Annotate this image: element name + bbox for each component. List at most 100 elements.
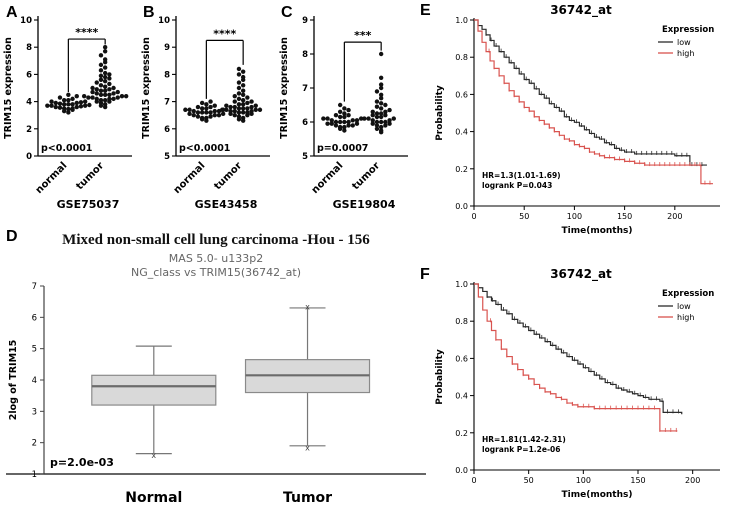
- significance-stars: ****: [213, 27, 236, 40]
- legend-label-low: low: [677, 38, 691, 47]
- scatter-points-normal: [183, 99, 226, 123]
- outlier-mark: x: [305, 302, 310, 311]
- panel-e-km-plot: 0.0 0.2 0.4 0.6 0.8 1.0 0 50 100 150 200 Time(month…: [435, 16, 720, 236]
- panel-e-title: 36742_at: [550, 3, 612, 17]
- panel-c-scatter-plot: 5 6 7 8 9 TRIM15 expression *** p=0.0007 normal t…: [279, 16, 408, 211]
- censor-marks-high: [490, 318, 677, 432]
- km-curve-low: [474, 19, 707, 166]
- significance-bracket: [67, 38, 106, 93]
- group-label: normal: [310, 160, 346, 196]
- svg-text:0.0: 0.0: [455, 466, 468, 475]
- panel-d-subtitle-comparison: NG_class vs TRIM15(36742_at): [130, 266, 302, 279]
- box-tumor: xx: [244, 302, 371, 452]
- scatter-points-normal: [45, 92, 92, 115]
- svg-text:50: 50: [524, 476, 534, 485]
- svg-text:7: 7: [32, 282, 37, 292]
- svg-text:1: 1: [32, 470, 37, 480]
- panel-label-a: A: [6, 4, 18, 21]
- censor-marks-high: [488, 48, 711, 185]
- svg-text:100: 100: [576, 476, 591, 485]
- svg-text:0.8: 0.8: [455, 317, 468, 326]
- svg-text:4: 4: [26, 98, 32, 108]
- svg-text:0.4: 0.4: [455, 392, 468, 401]
- svg-text:6: 6: [164, 125, 170, 135]
- y-axis-label: Probability: [435, 85, 445, 141]
- svg-text:150: 150: [630, 476, 645, 485]
- km-curve-high: [474, 283, 678, 432]
- svg-text:150: 150: [617, 212, 632, 221]
- svg-text:6: 6: [26, 70, 32, 80]
- legend-label-high: high: [677, 313, 694, 322]
- svg-text:6: 6: [32, 313, 37, 323]
- x-axis-label: Time(months): [562, 226, 633, 236]
- scatter-points-tumor: [219, 66, 263, 123]
- svg-text:4: 4: [32, 376, 37, 386]
- svg-text:7: 7: [302, 84, 308, 94]
- panel-label-c: C: [281, 4, 293, 21]
- svg-text:200: 200: [685, 476, 700, 485]
- category-label: Tumor: [283, 490, 332, 506]
- svg-text:0.2: 0.2: [455, 165, 468, 174]
- panel-label-d: D: [6, 228, 18, 245]
- group-label: tumor: [350, 160, 382, 192]
- panel-b-scatter-plot: 5 6 7 8 9 10 TRIM15 expression **** p<0.0001 norm…: [141, 16, 270, 211]
- svg-text:0.2: 0.2: [455, 429, 468, 438]
- svg-text:1.0: 1.0: [455, 16, 468, 25]
- svg-text:0.0: 0.0: [455, 202, 468, 211]
- legend-label-high: high: [677, 49, 694, 58]
- censor-marks-low: [485, 31, 703, 167]
- svg-text:7: 7: [164, 98, 170, 108]
- svg-text:2: 2: [32, 439, 37, 449]
- x-axis-label: Time(months): [562, 490, 633, 500]
- svg-text:5: 5: [164, 152, 170, 162]
- svg-text:9: 9: [302, 16, 308, 26]
- y-axis-label: TRIM15 expression: [141, 37, 152, 139]
- svg-text:8: 8: [26, 43, 32, 53]
- y-axis-label: TRIM15 expression: [3, 37, 14, 139]
- p-value: p<0.0001: [41, 143, 92, 154]
- y-axis-label: 2log of TRIM15: [8, 340, 19, 420]
- svg-text:200: 200: [667, 212, 682, 221]
- p-value: p=0.0007: [317, 143, 368, 154]
- svg-text:0.6: 0.6: [455, 90, 468, 99]
- panel-f-title: 36742_at: [550, 267, 612, 281]
- svg-text:1.0: 1.0: [455, 280, 468, 289]
- svg-text:6: 6: [302, 118, 308, 128]
- svg-text:3: 3: [32, 407, 37, 417]
- svg-text:0.4: 0.4: [455, 128, 468, 137]
- panel-label-b: B: [143, 4, 155, 21]
- dataset-label: GSE43458: [195, 198, 258, 211]
- stats-annotation: HR=1.3(1.01-1.69): [482, 171, 561, 180]
- legend-label-low: low: [677, 302, 691, 311]
- svg-text:8: 8: [164, 70, 170, 80]
- svg-text:0.6: 0.6: [455, 354, 468, 363]
- scatter-points-tumor: [362, 51, 396, 135]
- panel-a-scatter-plot: 0 2 4 6 8 10 TRIM15 expression **** p<0.0001 norm…: [3, 16, 132, 211]
- significance-bracket: [343, 41, 382, 102]
- significance-stars: ****: [75, 26, 98, 39]
- svg-text:5: 5: [302, 152, 308, 162]
- svg-text:100: 100: [567, 212, 582, 221]
- p-value: p=2.0e-03: [50, 456, 114, 469]
- significance-bracket: [205, 39, 244, 99]
- panel-d-subtitle-platform: MAS 5.0- u133p2: [168, 252, 264, 265]
- stats-annotation: HR=1.81(1.42-2.31): [482, 435, 566, 444]
- scatter-points-tumor: [81, 45, 129, 110]
- outlier-mark: x: [305, 443, 310, 452]
- group-label: normal: [172, 160, 208, 196]
- svg-text:10: 10: [158, 16, 170, 26]
- scatter-points-normal: [321, 102, 364, 133]
- p-value: p<0.0001: [179, 143, 230, 154]
- group-label: tumor: [212, 160, 244, 192]
- y-axis-label: Probability: [435, 349, 445, 405]
- svg-text:0.8: 0.8: [455, 53, 468, 62]
- svg-text:2: 2: [26, 125, 32, 135]
- svg-text:0: 0: [471, 212, 476, 221]
- significance-stars: ***: [354, 29, 372, 42]
- y-axis-label: TRIM15 expression: [279, 37, 290, 139]
- group-label: normal: [34, 160, 70, 196]
- svg-text:8: 8: [302, 50, 308, 60]
- svg-text:0: 0: [26, 152, 32, 162]
- group-label: tumor: [74, 160, 106, 192]
